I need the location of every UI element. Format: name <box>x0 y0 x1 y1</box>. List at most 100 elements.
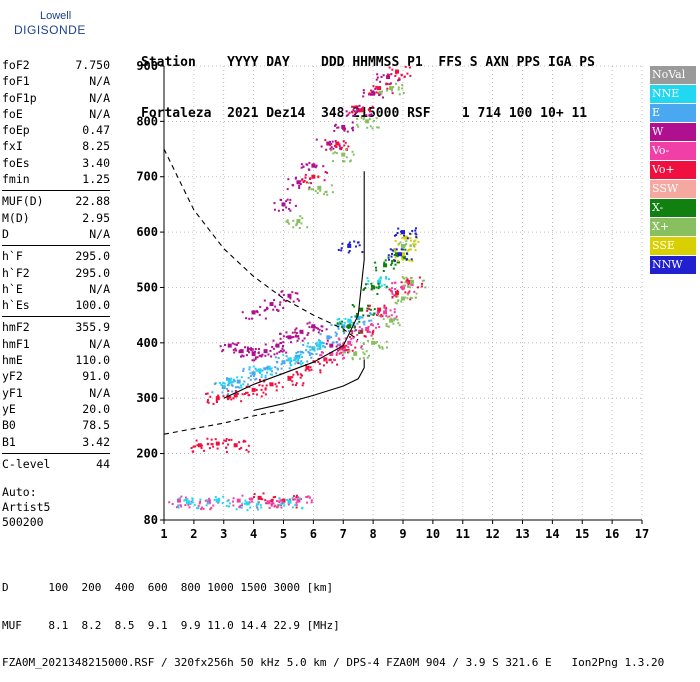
echo-point <box>397 227 400 230</box>
echo-point <box>197 443 202 448</box>
echo-point <box>332 341 335 344</box>
echo-point <box>292 495 295 498</box>
auto-label: Auto: <box>2 485 37 499</box>
param-separator <box>2 316 110 318</box>
echo-point <box>379 276 382 279</box>
echo-point <box>395 315 398 318</box>
echo-point <box>385 275 388 278</box>
echo-point <box>246 391 249 394</box>
echo-point <box>294 384 297 387</box>
echo-point <box>205 504 208 507</box>
echo-point <box>402 248 405 251</box>
echo-point <box>235 349 238 352</box>
x-tick-label: 17 <box>635 527 649 541</box>
echo-point <box>363 116 366 119</box>
echo-point <box>421 279 424 282</box>
param-key: foEp <box>2 123 30 138</box>
echo-point <box>376 73 379 76</box>
echo-point <box>378 314 381 317</box>
echo-point <box>407 283 410 286</box>
echo-point <box>294 354 297 357</box>
echo-point <box>217 501 220 504</box>
param-row: yF2 91.0 <box>2 369 110 385</box>
echo-point <box>308 161 311 164</box>
echo-point <box>184 496 187 499</box>
echo-point <box>209 508 212 511</box>
param-key: B1 <box>2 434 16 449</box>
echo-point <box>289 361 292 364</box>
echo-point <box>401 87 404 90</box>
echo-point <box>335 332 338 335</box>
echo-point <box>256 508 259 511</box>
echo-point <box>396 232 399 235</box>
echo-point <box>202 507 205 510</box>
echo-point <box>346 130 349 133</box>
echo-point <box>295 506 298 509</box>
echo-point <box>214 438 217 441</box>
echo-point <box>257 347 260 350</box>
echo-point <box>242 369 245 372</box>
echo-point <box>351 330 354 333</box>
echo-point <box>329 351 334 356</box>
echo-point <box>179 504 182 507</box>
echo-point <box>400 257 403 260</box>
legend-item-w: W <box>650 123 696 141</box>
echo-point <box>337 325 340 328</box>
echo-point <box>342 153 345 156</box>
echo-point <box>342 341 345 344</box>
echo-point <box>355 312 358 315</box>
echo-point <box>383 263 388 268</box>
echo-point <box>404 291 407 294</box>
echo-point <box>280 198 283 201</box>
echo-point <box>287 503 290 506</box>
echo-point <box>259 305 262 308</box>
mode-legend: NoVal NNE E W Vo- Vo+ SSW X- X+ SSE NNW <box>650 66 696 275</box>
echo-point <box>387 254 390 257</box>
echo-point <box>281 350 284 353</box>
echo-point <box>339 322 342 325</box>
echo-point <box>267 353 270 356</box>
echo-point <box>362 321 365 324</box>
echo-point <box>368 117 371 120</box>
echo-point <box>317 175 320 178</box>
echo-point <box>370 313 373 316</box>
echo-point <box>258 378 261 381</box>
echo-point <box>258 313 261 316</box>
param-value: 91.0 <box>82 369 110 384</box>
param-row: MUF(D) 22.88 <box>2 194 110 210</box>
echo-point <box>300 374 303 377</box>
echo-point <box>360 330 363 333</box>
echo-point <box>317 331 320 334</box>
legend-item-nne: NNE <box>650 85 696 103</box>
echo-point <box>358 320 361 323</box>
echo-point <box>334 151 337 154</box>
echo-point <box>334 331 337 334</box>
param-row: hmF2 355.9 <box>2 320 110 336</box>
echo-point <box>269 368 272 371</box>
echo-point <box>275 360 278 363</box>
echo-point <box>394 263 397 266</box>
echo-point <box>222 495 225 498</box>
echo-point <box>280 363 283 366</box>
echo-point <box>369 323 372 326</box>
echo-point <box>214 382 217 385</box>
echo-point <box>279 301 282 304</box>
echo-point <box>402 277 405 280</box>
echo-point <box>294 331 297 334</box>
echo-point <box>378 278 381 281</box>
echo-point <box>356 123 359 126</box>
echo-point <box>284 300 287 303</box>
echo-point <box>265 502 268 505</box>
echo-point <box>212 504 215 507</box>
echo-point <box>241 494 244 497</box>
echo-point <box>310 182 313 185</box>
echo-point <box>409 232 412 235</box>
echo-point <box>227 443 230 446</box>
echo-point <box>293 356 296 359</box>
echo-point <box>351 126 354 129</box>
echo-point <box>345 156 348 159</box>
param-key: C-level <box>2 456 51 471</box>
param-key: fmin <box>2 172 30 187</box>
param-key: h`F <box>2 249 23 264</box>
param-key: M(D) <box>2 210 30 225</box>
